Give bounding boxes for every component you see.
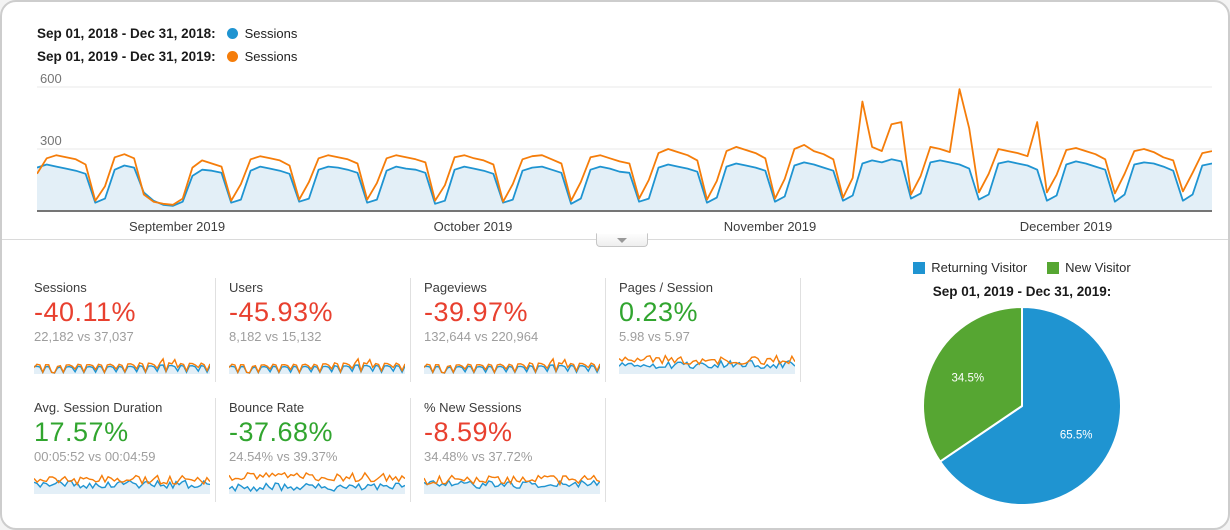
x-axis: September 2019 October 2019 November 2019 D…	[37, 215, 1212, 238]
metric-sparkline	[229, 357, 405, 375]
metrics-grid: Sessions -40.11% 22,182 vs 37,037 Users …	[34, 278, 814, 502]
metric-sparkline	[34, 357, 210, 375]
metric-card[interactable]: Pages / Session 0.23% 5.98 vs 5.97	[619, 278, 801, 382]
metric-card[interactable]: Bounce Rate -37.68% 24.54% vs 39.37%	[229, 398, 411, 502]
pie-title: Sep 01, 2019 - Dec 31, 2019:	[932, 284, 1112, 299]
metric-title: Users	[229, 280, 263, 295]
metric-sparkline	[229, 471, 405, 495]
pie-legend-item-new[interactable]: New Visitor	[1047, 260, 1131, 275]
metric-card[interactable]: % New Sessions -8.59% 34.48% vs 37.72%	[424, 398, 606, 502]
pie-legend-label-returning: Returning Visitor	[931, 260, 1028, 275]
metric-sparkline	[424, 474, 600, 495]
chevron-down-icon	[617, 237, 627, 243]
pie-slice-returning-visitor[interactable]	[939, 306, 1123, 506]
metric-sparkline	[34, 474, 210, 495]
metric-change-percent: -45.93%	[229, 297, 334, 327]
legend-series-label-2019: Sessions	[244, 49, 298, 64]
x-axis-month-label: November 2019	[723, 219, 817, 234]
timeseries-plot	[36, 86, 1213, 212]
metric-change-percent: -37.68%	[229, 417, 334, 447]
metric-change-percent: -39.97%	[424, 297, 529, 327]
pie-legend: Returning Visitor New Visitor	[882, 260, 1162, 275]
pie-legend-item-returning[interactable]: Returning Visitor	[913, 260, 1027, 275]
sessions-timeseries-chart[interactable]: 600 300	[36, 71, 1213, 214]
metric-change-percent: -40.11%	[34, 297, 137, 327]
metric-comparison-values: 8,182 vs 15,132	[229, 329, 322, 345]
metric-title: Sessions	[34, 280, 87, 295]
series-dot-2018-icon	[226, 28, 238, 39]
metric-card[interactable]: Pageviews -39.97% 132,644 vs 220,964	[424, 278, 606, 382]
new-visitor-swatch-icon	[1047, 261, 1060, 274]
metric-comparison-values: 34.48% vs 37.72%	[424, 449, 533, 465]
legend-date-range-2018: Sep 01, 2018 - Dec 31, 2018:	[37, 26, 216, 41]
pie-slice-new-visitor[interactable]	[922, 306, 1023, 463]
metric-comparison-values: 24.54% vs 39.37%	[229, 449, 338, 465]
visitor-type-panel: Returning Visitor New Visitor Sep 01, 20…	[882, 260, 1162, 515]
y-axis-tick-300: 300	[40, 133, 62, 148]
metric-comparison-values: 5.98 vs 5.97	[619, 329, 690, 345]
timeseries-area-2018	[37, 159, 1212, 211]
series-dot-2019-icon	[226, 51, 238, 62]
returning-visitor-swatch-icon	[913, 261, 926, 274]
x-axis-month-label: December 2019	[1019, 219, 1113, 234]
x-axis-month-label: October 2019	[433, 219, 513, 234]
metric-title: Pageviews	[424, 280, 487, 295]
metric-sparkline	[424, 357, 600, 375]
x-axis-month-label: September 2019	[128, 219, 226, 234]
metric-comparison-values: 00:05:52 vs 00:04:59	[34, 449, 156, 465]
visitor-type-pie-chart: 65.5% 34.5%	[922, 306, 1123, 506]
metric-title: % New Sessions	[424, 400, 522, 415]
legend-series-label-2018: Sessions	[244, 26, 298, 41]
metric-sparkline	[619, 354, 795, 375]
metric-change-percent: 0.23%	[619, 297, 699, 327]
metric-change-percent: 17.57%	[34, 417, 129, 447]
legend-row-2018[interactable]: Sep 01, 2018 - Dec 31, 2018: Sessions	[37, 22, 297, 45]
y-axis-tick-600: 600	[40, 71, 62, 86]
metric-title: Bounce Rate	[229, 400, 305, 415]
pie-slice-label: 65.5%	[1060, 430, 1093, 442]
timeline-collapse-button[interactable]	[596, 233, 648, 247]
pie-legend-label-new: New Visitor	[1065, 260, 1131, 275]
legend-date-range-2019: Sep 01, 2019 - Dec 31, 2019:	[37, 49, 216, 64]
metric-card[interactable]: Sessions -40.11% 22,182 vs 37,037	[34, 278, 216, 382]
legend-row-2019[interactable]: Sep 01, 2019 - Dec 31, 2019: Sessions	[37, 45, 297, 68]
metric-title: Avg. Session Duration	[34, 400, 163, 415]
metric-comparison-values: 132,644 vs 220,964	[424, 329, 539, 345]
metric-title: Pages / Session	[619, 280, 713, 295]
metric-comparison-values: 22,182 vs 37,037	[34, 329, 134, 345]
timeseries-line-2019	[36, 88, 1213, 206]
pie-slice-label: 34.5%	[951, 372, 984, 384]
metric-card[interactable]: Avg. Session Duration 17.57% 00:05:52 vs…	[34, 398, 216, 502]
timeseries-legend: Sep 01, 2018 - Dec 31, 2018: Sessions Se…	[37, 22, 297, 68]
metric-card[interactable]: Users -45.93% 8,182 vs 15,132	[229, 278, 411, 382]
timeseries-line-2018	[36, 158, 1213, 207]
metric-change-percent: -8.59%	[424, 417, 513, 447]
